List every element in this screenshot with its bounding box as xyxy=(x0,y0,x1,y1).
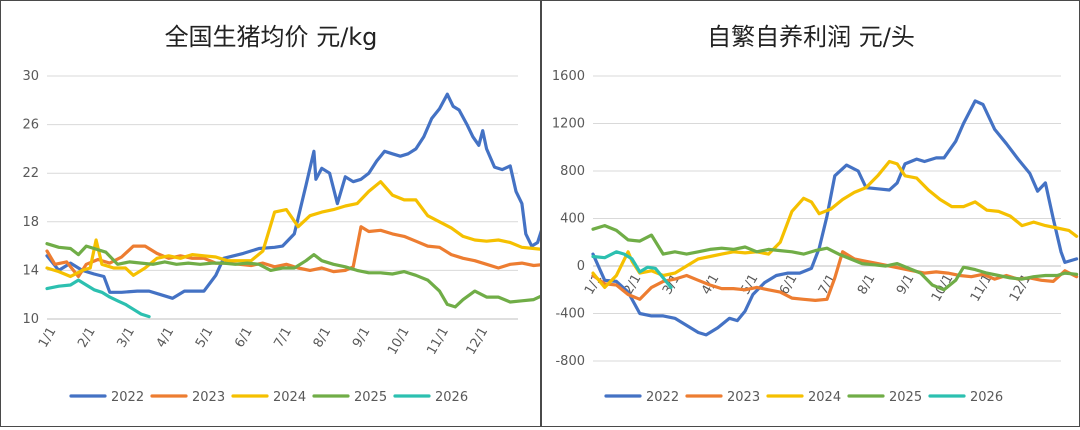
legend-item-2026: 2026 xyxy=(928,390,1003,405)
y-tick-label: 800 xyxy=(560,164,585,179)
y-tick-label: 30 xyxy=(22,69,39,84)
x-tick-label: 8/1 xyxy=(855,272,878,298)
legend-label: 2026 xyxy=(970,390,1003,405)
y-tick-label: -400 xyxy=(555,307,585,322)
y-tick-label: 22 xyxy=(22,166,39,181)
series-line-2025 xyxy=(591,224,1079,292)
legend-item-2025: 2025 xyxy=(847,390,922,405)
legend-label: 2023 xyxy=(192,390,225,405)
series-line-2024 xyxy=(45,180,551,279)
series-line-2023 xyxy=(45,225,551,279)
profit-chart-panel: 自繁自养利润 元/头 -800 -400 0 400 800 1200 1600 1/1 2/… xyxy=(541,0,1080,427)
legend-item-2022: 2022 xyxy=(604,390,679,405)
price-chart-panel: 全国生猪均价 元/kg 10 14 18 22 26 30 1/1 2/1 3/1 4/1 5/1… xyxy=(0,0,551,427)
price-chart-svg: 全国生猪均价 元/kg 10 14 18 22 26 30 1/1 2/1 3/1 4/1 5/1… xyxy=(22,23,551,405)
legend-label: 2024 xyxy=(808,390,841,405)
series-line-2025 xyxy=(45,242,551,309)
x-tick-label: 8/1 xyxy=(311,325,334,351)
legend-item-2023: 2023 xyxy=(150,390,225,405)
x-tick-label: 1/1 xyxy=(36,325,59,351)
series-line-2023 xyxy=(591,250,1079,302)
legend-label: 2025 xyxy=(354,390,387,405)
legend-label: 2022 xyxy=(111,390,144,405)
legend-item-2025: 2025 xyxy=(312,390,387,405)
legend-label: 2026 xyxy=(435,390,468,405)
chart-title: 全国生猪均价 元/kg xyxy=(165,23,378,51)
legend-item-2023: 2023 xyxy=(685,390,760,405)
x-tick-label: 7/1 xyxy=(272,325,295,351)
x-tick-label: 2/1 xyxy=(75,325,98,351)
y-tick-label: 400 xyxy=(560,212,585,227)
series-line-2026 xyxy=(45,278,151,319)
x-tick-label: 4/1 xyxy=(154,325,177,351)
x-tick-label: 11/1 xyxy=(424,325,452,358)
x-tick-label: 6/1 xyxy=(232,325,255,351)
legend-label: 2024 xyxy=(273,390,306,405)
legend-item-2024: 2024 xyxy=(766,390,841,405)
legend-item-2022: 2022 xyxy=(69,390,144,405)
x-tick-label: 5/1 xyxy=(738,272,761,298)
y-tick-label: 1200 xyxy=(552,117,585,132)
series-line-2022 xyxy=(591,99,1079,337)
y-tick-label: 0 xyxy=(577,259,585,274)
chart-title: 自繁自养利润 元/头 xyxy=(707,23,915,51)
y-tick-label: -800 xyxy=(555,354,585,369)
y-tick-label: 18 xyxy=(22,215,39,230)
x-tick-label: 9/1 xyxy=(894,272,917,298)
legend-item-2024: 2024 xyxy=(231,390,306,405)
y-tick-label: 26 xyxy=(22,118,39,133)
legend-label: 2025 xyxy=(889,390,922,405)
series-line-2026 xyxy=(591,250,673,289)
y-tick-label: 14 xyxy=(22,263,39,278)
legend-item-2026: 2026 xyxy=(393,390,468,405)
y-tick-label: 10 xyxy=(22,312,39,327)
series-line-2022 xyxy=(45,92,551,300)
legend-label: 2022 xyxy=(646,390,679,405)
y-tick-label: 1600 xyxy=(552,69,585,84)
x-tick-label: 3/1 xyxy=(115,325,138,351)
x-tick-label: 5/1 xyxy=(193,325,216,351)
series-line-2024 xyxy=(591,159,1079,289)
x-tick-label: 12/1 xyxy=(464,325,492,358)
x-tick-label: 10/1 xyxy=(385,325,413,358)
x-tick-label: 9/1 xyxy=(350,325,373,351)
legend-label: 2023 xyxy=(727,390,760,405)
